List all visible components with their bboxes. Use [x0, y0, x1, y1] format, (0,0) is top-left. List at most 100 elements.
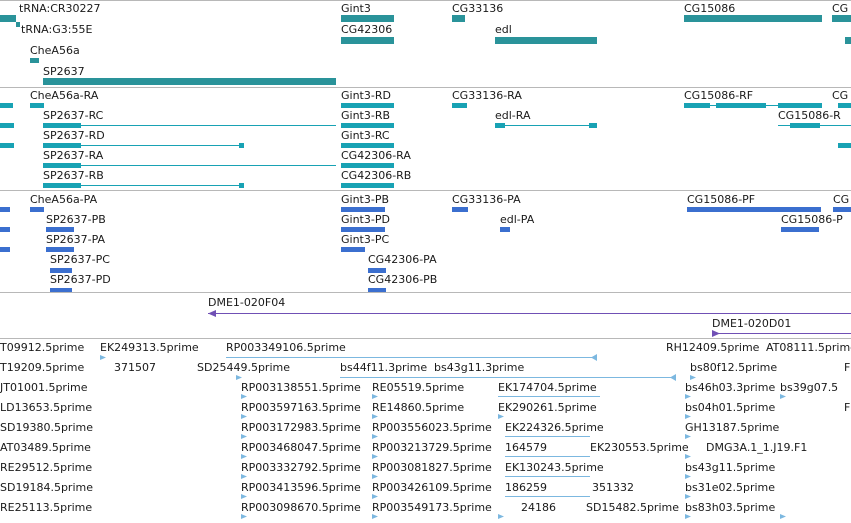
- transcript-feature[interactable]: [341, 123, 394, 128]
- transcript-feature[interactable]: [43, 123, 81, 128]
- gene-label: Gint3: [341, 2, 371, 15]
- transcript-label: SP2637-RD: [43, 129, 105, 142]
- transcript-feature[interactable]: [589, 123, 597, 128]
- protein-label: CG42306-PB: [368, 273, 438, 286]
- transcript-feature[interactable]: [30, 103, 44, 108]
- est-arrow-icon: [241, 414, 247, 419]
- gene-feature-edl[interactable]: [495, 37, 597, 44]
- est-arrow-icon: [372, 454, 378, 459]
- protein-feature[interactable]: [368, 288, 386, 292]
- protein-feature[interactable]: [833, 207, 851, 212]
- protein-feature[interactable]: [0, 207, 10, 212]
- protein-feature[interactable]: [50, 288, 72, 292]
- transcript-feature[interactable]: [43, 163, 81, 168]
- est-label: F: [844, 361, 851, 374]
- protein-feature[interactable]: [500, 227, 510, 232]
- gene-label: tRNA:CR30227: [19, 2, 101, 15]
- est-track: T09912.5prime EK249313.5prime RP00334910…: [0, 339, 851, 523]
- gene-feature-cg42306[interactable]: [341, 37, 394, 44]
- gene-feature-cg-truncated[interactable]: [832, 15, 851, 22]
- transcript-feature[interactable]: [341, 163, 394, 168]
- transcript-feature[interactable]: [716, 103, 766, 108]
- est-arrow-icon: [780, 514, 786, 519]
- transcript-feature[interactable]: [341, 103, 394, 108]
- protein-feature[interactable]: [781, 227, 819, 232]
- est-arrow-icon: [241, 454, 247, 459]
- transcript-feature[interactable]: [778, 103, 822, 108]
- protein-feature[interactable]: [0, 247, 10, 252]
- est-label: EK174704.5prime: [498, 381, 597, 394]
- track-separator: [0, 292, 851, 293]
- est-arrow-icon: [241, 434, 247, 439]
- transcript-feature[interactable]: [684, 103, 710, 108]
- gene-feature-trna-g3-55e[interactable]: [16, 22, 20, 27]
- est-arrow-icon: [498, 514, 504, 519]
- transcript-track: CheA56a-RA SP2637-RC SP2637-RD SP2637-RA…: [0, 88, 851, 190]
- transcript-track-glyphs: [0, 103, 851, 188]
- transcript-feature[interactable]: [239, 143, 244, 148]
- track-separator: [0, 87, 851, 88]
- protein-feature[interactable]: [341, 227, 385, 232]
- protein-feature[interactable]: [341, 247, 365, 252]
- est-label: 186259: [505, 481, 547, 494]
- protein-feature[interactable]: [452, 207, 468, 212]
- gene-track: tRNA:CR30227 tRNA:G3:55E CheA56a SP2637 …: [0, 0, 851, 87]
- transcript-label: SP2637-RB: [43, 169, 104, 182]
- protein-label: CG15086-P: [781, 213, 843, 226]
- protein-feature[interactable]: [368, 268, 386, 273]
- est-arrow-icon: [685, 474, 691, 479]
- est-label: SD19380.5prime: [0, 421, 93, 434]
- transcript-feature[interactable]: [341, 143, 394, 148]
- est-arrow-icon: [685, 394, 691, 399]
- protein-feature[interactable]: [46, 227, 74, 232]
- protein-feature[interactable]: [50, 268, 72, 273]
- protein-label: SP2637-PB: [46, 213, 106, 226]
- est-label: RP003172983.5prime: [241, 421, 361, 434]
- transcript-feature[interactable]: [0, 103, 13, 108]
- est-label: DMG3A.1_1.J19.F1: [706, 441, 808, 454]
- protein-label: CG15086-PF: [687, 193, 756, 206]
- gene-label: CG33136: [452, 2, 504, 15]
- transcript-feature[interactable]: [239, 183, 244, 188]
- est-label: RP003597163.5prime: [241, 401, 361, 414]
- est-arrow-icon: [780, 394, 786, 399]
- gene-label: SP2637: [43, 65, 85, 78]
- protein-feature[interactable]: [0, 227, 10, 232]
- gene-feature-cg33136[interactable]: [452, 15, 465, 22]
- est-label: bs80f12.5prime: [690, 361, 778, 374]
- transcript-feature[interactable]: [452, 103, 467, 108]
- gene-feature-sp2637[interactable]: [43, 78, 336, 85]
- contig-label: DME1-020F04: [208, 296, 286, 309]
- transcript-label: CG33136-RA: [452, 89, 522, 102]
- gene-label: CheA56a: [30, 44, 80, 57]
- protein-label: edl-PA: [500, 213, 535, 226]
- est-label: EK290261.5prime: [498, 401, 597, 414]
- gene-feature-cg15086[interactable]: [684, 15, 822, 22]
- est-arrow-icon: [372, 474, 378, 479]
- transcript-feature[interactable]: [838, 103, 851, 108]
- gene-feature-cg-truncated-2[interactable]: [845, 37, 851, 44]
- protein-feature[interactable]: [46, 247, 74, 252]
- protein-feature[interactable]: [30, 207, 44, 212]
- transcript-feature[interactable]: [790, 123, 820, 128]
- est-arrow-icon: [685, 494, 691, 499]
- transcript-feature[interactable]: [341, 183, 394, 188]
- transcript-feature[interactable]: [0, 143, 14, 148]
- gene-feature-trna-cr30227[interactable]: [0, 15, 16, 22]
- transcript-label: CG15086-R: [778, 109, 841, 122]
- est-label: SD19184.5prime: [0, 481, 93, 494]
- transcript-feature[interactable]: [0, 123, 14, 128]
- protein-feature[interactable]: [341, 207, 385, 212]
- est-label: RE25113.5prime: [0, 501, 93, 514]
- transcript-feature[interactable]: [43, 183, 81, 188]
- est-arrow-icon: [690, 375, 696, 380]
- transcript-label: CG42306-RB: [341, 169, 412, 182]
- gene-feature-chea56a[interactable]: [30, 58, 39, 63]
- transcript-feature[interactable]: [43, 143, 81, 148]
- gene-feature-gint3[interactable]: [341, 15, 394, 22]
- transcript-feature[interactable]: [495, 123, 505, 128]
- transcript-feature[interactable]: [838, 143, 851, 148]
- protein-feature[interactable]: [687, 207, 821, 212]
- contig-track: DME1-020F04 DME1-020D01: [0, 293, 851, 338]
- protein-label: Gint3-PD: [341, 213, 390, 226]
